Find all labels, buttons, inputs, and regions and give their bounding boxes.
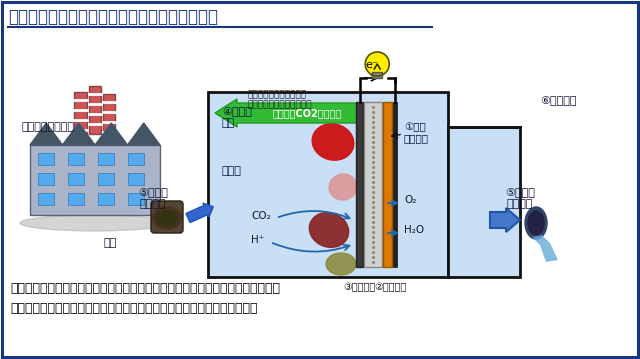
- Text: 廃水: 廃水: [104, 238, 116, 248]
- FancyBboxPatch shape: [393, 102, 397, 267]
- Text: 省エネ・CO2削減効果: 省エネ・CO2削減効果: [273, 108, 342, 118]
- Ellipse shape: [312, 124, 354, 160]
- FancyBboxPatch shape: [372, 72, 382, 78]
- FancyBboxPatch shape: [356, 102, 363, 267]
- Text: ①酸素
還元触媒: ①酸素 還元触媒: [404, 122, 429, 144]
- Ellipse shape: [157, 210, 177, 225]
- Text: ④微生物
集団: ④微生物 集団: [222, 106, 252, 127]
- Text: ③アノード: ③アノード: [344, 282, 376, 292]
- Text: 有機物: 有機物: [222, 166, 242, 176]
- Text: 化学工場等の廃水処理を省エネ・自立化するために、廃水中の有機物を分解して: 化学工場等の廃水処理を省エネ・自立化するために、廃水中の有機物を分解して: [10, 282, 280, 295]
- FancyBboxPatch shape: [128, 173, 144, 185]
- FancyBboxPatch shape: [89, 86, 101, 134]
- Ellipse shape: [365, 52, 389, 76]
- FancyArrow shape: [490, 208, 520, 232]
- Ellipse shape: [525, 207, 547, 239]
- FancyBboxPatch shape: [68, 173, 84, 185]
- Text: ⑤効率化
システム: ⑤効率化 システム: [505, 187, 535, 209]
- Ellipse shape: [153, 207, 181, 229]
- Ellipse shape: [309, 213, 349, 247]
- FancyBboxPatch shape: [68, 193, 84, 205]
- FancyBboxPatch shape: [208, 92, 448, 277]
- Text: H₂O: H₂O: [404, 225, 424, 235]
- Polygon shape: [30, 123, 160, 145]
- FancyBboxPatch shape: [98, 193, 114, 205]
- FancyBboxPatch shape: [364, 102, 382, 267]
- FancyBboxPatch shape: [30, 145, 160, 215]
- FancyBboxPatch shape: [38, 193, 54, 205]
- FancyBboxPatch shape: [151, 201, 183, 233]
- Text: CO₂: CO₂: [251, 211, 271, 221]
- FancyBboxPatch shape: [103, 94, 115, 146]
- Polygon shape: [215, 99, 380, 127]
- Ellipse shape: [20, 215, 170, 231]
- Text: O₂: O₂: [404, 195, 417, 205]
- Text: ②カソード: ②カソード: [374, 282, 406, 292]
- FancyBboxPatch shape: [448, 127, 520, 277]
- Text: 石油化学プラント: 石油化学プラント: [22, 122, 75, 132]
- Polygon shape: [532, 235, 558, 262]
- FancyBboxPatch shape: [128, 193, 144, 205]
- FancyBboxPatch shape: [68, 153, 84, 165]
- Text: 電気を発生する微生物触媒を利用するために必要な技術の開発を目指す。: 電気を発生する微生物触媒を利用するために必要な技術の開発を目指す。: [10, 302, 257, 315]
- FancyBboxPatch shape: [38, 173, 54, 185]
- FancyArrow shape: [186, 203, 213, 223]
- Text: 微生物触媒による創電型廃水処理基盤技術開発: 微生物触媒による創電型廃水処理基盤技術開発: [8, 8, 218, 26]
- FancyBboxPatch shape: [38, 153, 54, 165]
- Ellipse shape: [528, 211, 544, 235]
- FancyBboxPatch shape: [98, 173, 114, 185]
- Text: ⑤効率化
システム: ⑤効率化 システム: [138, 187, 168, 209]
- FancyBboxPatch shape: [128, 153, 144, 165]
- Text: 発電した電力を廃水処理: 発電した電力を廃水処理: [247, 90, 306, 99]
- FancyBboxPatch shape: [98, 153, 114, 165]
- Text: H⁺: H⁺: [251, 235, 264, 245]
- Text: e⁻: e⁻: [365, 60, 378, 70]
- Ellipse shape: [329, 174, 357, 200]
- Text: ⑥実証実験: ⑥実証実験: [540, 95, 576, 105]
- Ellipse shape: [326, 253, 356, 275]
- FancyBboxPatch shape: [74, 92, 87, 147]
- Text: プラントの電力として使用: プラントの電力として使用: [247, 100, 312, 109]
- FancyBboxPatch shape: [383, 102, 392, 267]
